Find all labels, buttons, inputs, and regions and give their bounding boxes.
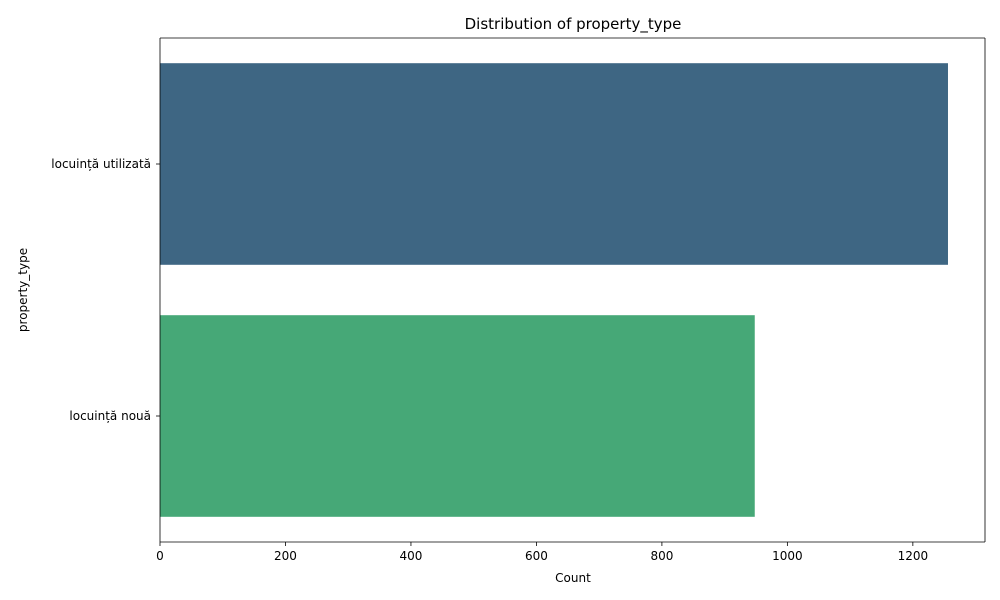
- bars-layer: [160, 63, 948, 517]
- bar-1: [160, 315, 755, 517]
- bar-0: [160, 63, 948, 265]
- chart-title: Distribution of property_type: [465, 15, 682, 34]
- x-tick-label: 800: [650, 549, 673, 563]
- x-tick-label: 200: [274, 549, 297, 563]
- y-axis-ticks: locuință utilizată locuință nouă: [51, 157, 160, 423]
- x-axis-ticks: 0 200 400 600 800 1000 1200: [156, 542, 928, 563]
- x-tick-label: 400: [399, 549, 422, 563]
- y-tick-label: locuință utilizată: [51, 157, 151, 171]
- x-tick-label: 600: [525, 549, 548, 563]
- x-tick-label: 0: [156, 549, 164, 563]
- y-tick-label: locuință nouă: [69, 409, 151, 423]
- x-tick-label: 1000: [772, 549, 803, 563]
- y-axis-label: property_type: [16, 248, 30, 332]
- x-tick-label: 1200: [898, 549, 929, 563]
- plot-frame: [159, 37, 986, 543]
- x-axis-label: Count: [555, 571, 591, 585]
